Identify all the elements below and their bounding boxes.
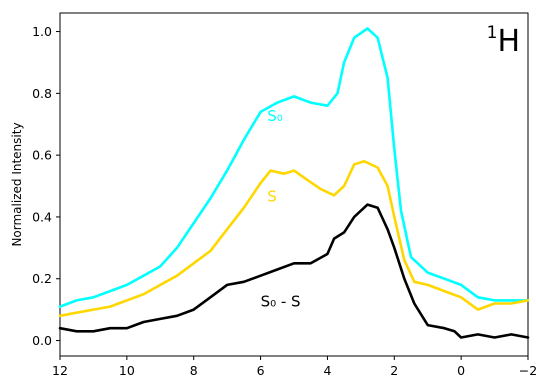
x-tick-label: −2 bbox=[519, 363, 537, 378]
nucleus-label-symbol: H bbox=[497, 24, 520, 59]
x-tick-label: 12 bbox=[52, 363, 68, 378]
y-axis-label: Normalized Intensity bbox=[10, 122, 24, 246]
x-tick-label: 6 bbox=[257, 363, 265, 378]
nucleus-label: 1H bbox=[487, 23, 520, 59]
x-tick-label: 0 bbox=[457, 363, 465, 378]
x-tick-label: 2 bbox=[390, 363, 398, 378]
series-line-2 bbox=[58, 160, 530, 318]
y-tick-label: 0.2 bbox=[32, 271, 52, 286]
series-label-3: S₀ - S bbox=[261, 293, 301, 311]
series-line-1 bbox=[58, 27, 530, 308]
nucleus-label-mass: 1 bbox=[487, 23, 498, 43]
y-tick-label: 0.4 bbox=[32, 209, 52, 224]
y-tick-label: 0.8 bbox=[32, 86, 52, 101]
y-tick-label: 1.0 bbox=[32, 24, 52, 39]
y-tick-label: 0.0 bbox=[32, 333, 52, 348]
x-tick-label: 8 bbox=[190, 363, 198, 378]
x-tick-label: 10 bbox=[119, 363, 135, 378]
series-label-1: S₀ bbox=[267, 107, 283, 125]
series-label-2: S bbox=[267, 187, 277, 205]
y-tick-label: 0.6 bbox=[32, 148, 52, 163]
x-tick-label: 4 bbox=[323, 363, 331, 378]
plot-frame bbox=[59, 12, 529, 357]
series-line-3 bbox=[58, 203, 530, 339]
